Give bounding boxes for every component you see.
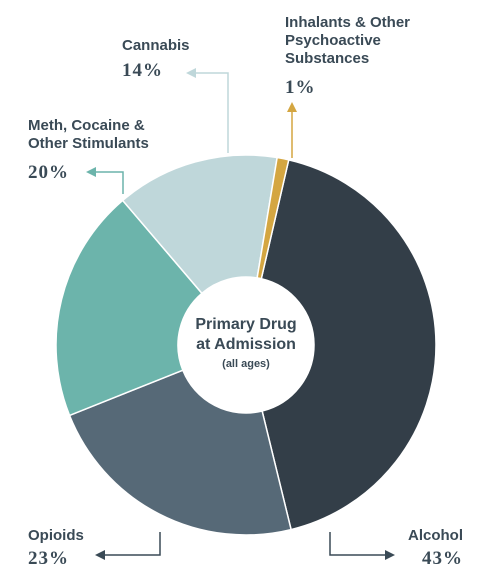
slice-cannabis: [121, 154, 279, 295]
label-stimulants-line-2: Other Stimulants: [28, 135, 149, 152]
arrow-cannabis-icon: [186, 68, 196, 78]
percent-opioids: 23%: [28, 548, 69, 569]
slice-labels: Alcohol 43% Opioids 23% Meth, Cocaine &Other…: [28, 14, 463, 569]
donut-slices: [55, 154, 437, 536]
slice-opioids: [68, 369, 293, 536]
slice-stimulants: [55, 199, 203, 417]
center-title-line-1: Primary Drug: [195, 316, 296, 333]
label-inhalants-line-1: Inhalants & Other: [285, 14, 410, 31]
center-subtitle: (all ages): [222, 358, 270, 370]
slice-inhalants: [256, 156, 290, 280]
label-inhalants-line-2: Psychoactive: [285, 32, 381, 49]
label-opioids-line-1: Opioids: [28, 527, 84, 544]
arrow-alcohol-icon: [385, 550, 395, 560]
label-inhalants-line-3: Substances: [285, 50, 369, 67]
label-alcohol-line-1: Alcohol: [408, 527, 463, 544]
percent-alcohol: 43%: [422, 548, 463, 569]
arrow-inhalants-icon: [287, 102, 297, 112]
label-cannabis-line-1: Cannabis: [122, 37, 190, 54]
label-stimulants-line-1: Meth, Cocaine &: [28, 117, 145, 134]
leader-line-opioids: [105, 532, 161, 556]
leader-lines: [86, 68, 395, 560]
leader-line-alcohol: [329, 532, 385, 556]
leader-line-cannabis: [196, 72, 229, 153]
leader-line-stimulants: [96, 171, 124, 194]
center-title-line-2: at Admission: [196, 336, 296, 353]
percent-cannabis: 14%: [122, 60, 163, 81]
arrow-opioids-icon: [95, 550, 105, 560]
percent-inhalants: 1%: [285, 77, 316, 98]
arrow-stimulants-icon: [86, 167, 96, 177]
percent-stimulants: 20%: [28, 162, 69, 183]
slice-alcohol: [260, 158, 437, 531]
